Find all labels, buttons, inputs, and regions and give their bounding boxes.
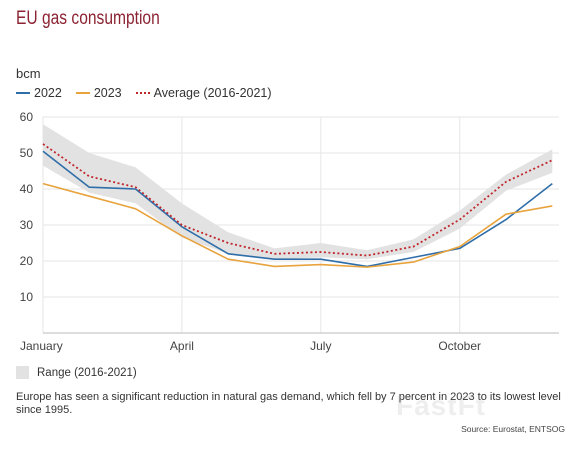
x-tick-label: July (310, 339, 331, 353)
y-tick-label: 10 (20, 290, 34, 304)
y-tick-label: 40 (20, 182, 34, 196)
y-tick-label: 50 (20, 146, 34, 160)
legend-swatch-2023 (75, 92, 90, 94)
legend-label-2022: 2022 (34, 86, 62, 100)
chart-legend: 2022 2023 Average (2016-2021) (16, 86, 286, 100)
legend-item-2023: 2023 (75, 86, 122, 100)
series-line-1 (42, 182, 553, 268)
range-legend: Range (2016-2021) (16, 366, 137, 379)
page-title: EU gas consumption (16, 8, 160, 29)
legend-label-2023: 2023 (93, 86, 122, 100)
source-note: Source: Eurostat, ENTSOG (461, 424, 565, 434)
legend-label-average: Average (2016-2021) (153, 86, 272, 100)
range-legend-label: Range (2016-2021) (37, 366, 137, 379)
y-axis-unit: bcm (16, 66, 41, 81)
range-swatch (16, 366, 29, 379)
legend-item-2022: 2022 (16, 86, 62, 100)
watermark-logo: FastFt (396, 390, 486, 421)
x-tick-label: January (20, 339, 63, 353)
series-line-2 (42, 143, 553, 257)
chart-caption: Europe has seen a significant reduction … (16, 391, 561, 416)
series-line-0 (42, 150, 553, 268)
x-tick-label: October (438, 339, 481, 353)
range-band (43, 124, 553, 260)
x-tick-label: April (170, 339, 194, 353)
legend-item-average: Average (2016-2021) (135, 86, 272, 100)
legend-swatch-average (135, 92, 150, 94)
y-tick-label: 20 (20, 254, 34, 268)
y-tick-label: 30 (20, 218, 34, 232)
y-tick-label: 60 (20, 110, 34, 124)
legend-swatch-2022 (16, 92, 30, 94)
